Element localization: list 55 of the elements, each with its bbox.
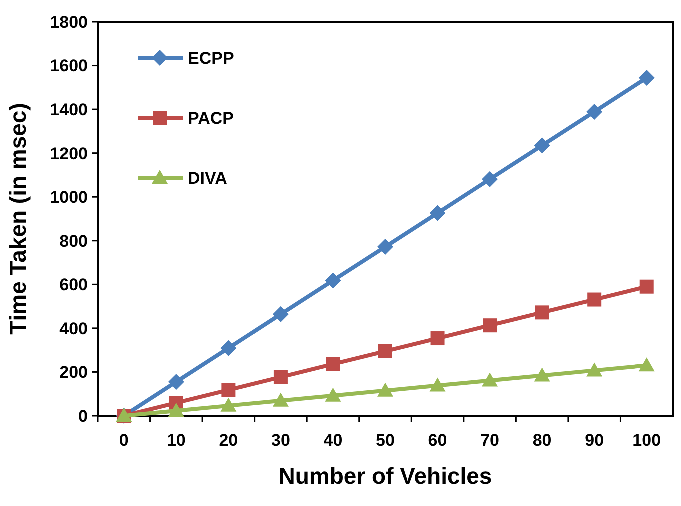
point <box>222 383 236 398</box>
point <box>535 306 550 320</box>
point <box>168 374 184 390</box>
point <box>640 280 654 294</box>
y-tick-label: 1800 <box>50 12 88 32</box>
point <box>638 70 655 86</box>
point <box>638 358 655 372</box>
point <box>378 239 394 256</box>
point <box>326 357 340 372</box>
legend-label: PACP <box>188 108 234 128</box>
point <box>586 104 603 120</box>
point <box>586 362 603 377</box>
y-tick-label: 1200 <box>50 144 88 164</box>
y-tick-label: 0 <box>78 406 88 426</box>
point <box>588 292 602 307</box>
point <box>534 368 550 382</box>
point <box>220 398 237 412</box>
point <box>325 388 342 402</box>
point <box>534 138 550 154</box>
point <box>272 392 289 407</box>
x-tick-label: 30 <box>271 431 290 450</box>
y-tick-label: 1000 <box>50 188 88 208</box>
x-tick-label: 100 <box>632 431 662 450</box>
x-tick-label: 0 <box>119 431 129 450</box>
x-tick-label: 70 <box>480 431 500 450</box>
point <box>378 344 392 358</box>
x-tick-label: 40 <box>324 431 343 450</box>
x-tick-label: 90 <box>585 431 604 450</box>
point <box>272 306 289 322</box>
y-tick-label: 200 <box>60 363 88 382</box>
x-tick-label: 50 <box>376 431 395 450</box>
y-axis-title: Time Taken (in msec) <box>5 103 31 335</box>
point <box>430 332 445 346</box>
point <box>430 378 446 392</box>
y-tick-label: 600 <box>60 276 88 295</box>
legend-label: DIVA <box>188 168 228 188</box>
point <box>378 382 394 397</box>
x-tick-label: 60 <box>428 431 448 450</box>
point <box>220 340 237 356</box>
point <box>483 318 498 333</box>
legend-label: ECPP <box>188 48 234 68</box>
point <box>325 272 342 289</box>
x-axis-title: Number of Vehicles <box>278 463 492 489</box>
y-tick-label: 800 <box>60 232 88 251</box>
point <box>168 402 184 417</box>
point <box>274 370 288 384</box>
y-tick-label: 400 <box>60 319 88 338</box>
x-tick-label: 10 <box>166 431 186 450</box>
x-tick-label: 80 <box>532 431 552 450</box>
x-tick-label: 20 <box>219 431 238 450</box>
point <box>482 171 498 188</box>
y-tick-label: 1600 <box>50 56 88 76</box>
point <box>482 372 498 387</box>
y-tick-label: 1400 <box>50 100 88 120</box>
point <box>430 205 446 222</box>
